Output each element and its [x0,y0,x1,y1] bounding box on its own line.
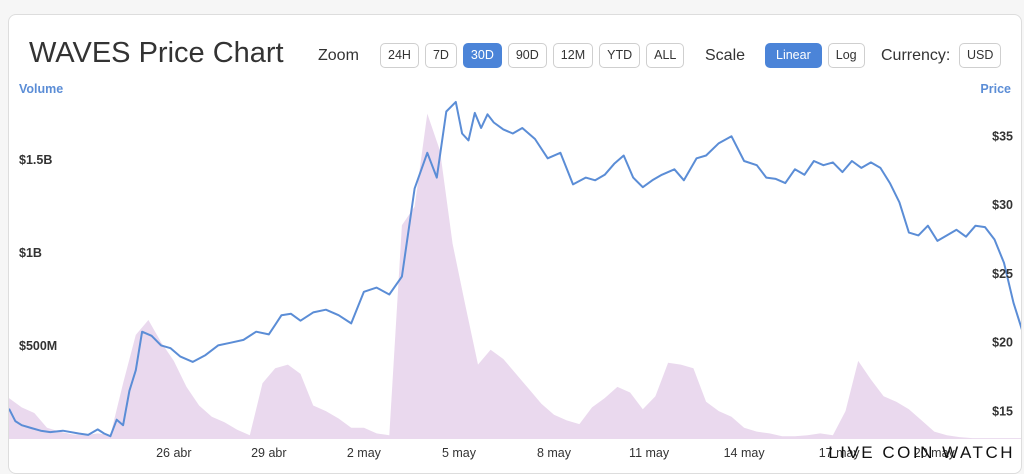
date-tick-label: 8 may [537,446,572,460]
zoom-12m-button[interactable]: 12M [552,43,594,68]
price-volume-chart: $500M $1B $1.5B $15 $20 $25 $30 $35 26 abr 29 a… [9,100,1021,460]
chart-title: WAVES Price Chart [29,37,284,69]
volume-tick-label: $1B [19,246,42,260]
scale-log-button[interactable]: Log [827,43,865,68]
price-axis-ticks: $15 $20 $25 $30 $35 [992,129,1013,418]
zoom-7d-button[interactable]: 7D [424,43,457,68]
price-tick-label: $30 [992,198,1013,212]
live-coin-watch-logo: LIVE COIN WATCH [828,443,1015,462]
scale-linear-button[interactable]: Linear [765,43,822,68]
currency-group: USD [959,43,1002,68]
volume-area [9,113,1021,439]
date-tick-label: 11 may [629,446,670,460]
date-tick-label: 5 may [442,446,477,460]
zoom-button-group: 24H 7D 30D 90D 12M YTD ALL [380,43,685,68]
date-axis-ticks: 26 abr 29 abr 2 may 5 may 8 may 11 may 14 may 1… [156,446,955,460]
volume-tick-label: $1.5B [19,153,52,167]
zoom-30d-button[interactable]: 30D [462,43,502,68]
zoom-label: Zoom [318,47,359,64]
volume-area-layer [9,113,1021,439]
zoom-24h-button[interactable]: 24H [380,43,419,68]
zoom-ytd-button[interactable]: YTD [599,43,641,68]
currency-select-button[interactable]: USD [959,43,1002,68]
price-tick-label: $20 [992,336,1013,350]
date-tick-label: 29 abr [251,446,286,460]
price-tick-label: $15 [992,405,1013,419]
price-axis-title: Price [980,82,1011,96]
price-chart-card: WAVES Price Chart Zoom 24H 7D 30D 90D 12… [8,14,1022,474]
date-tick-label: 17 may [819,446,861,460]
zoom-90d-button[interactable]: 90D [507,43,547,68]
zoom-all-button[interactable]: ALL [646,43,685,68]
price-tick-label: $25 [992,267,1013,281]
volume-axis-ticks: $500M $1B $1.5B [19,153,57,353]
price-tick-label: $35 [992,129,1013,143]
date-tick-label: 14 may [724,446,766,460]
date-tick-label: 20 may [914,446,956,460]
price-line [9,100,1021,438]
currency-label: Currency: [881,47,951,64]
volume-tick-label: $500M [19,339,57,353]
date-tick-label: 2 may [347,446,382,460]
date-tick-label: 26 abr [156,446,191,460]
scale-button-group: Linear Log [765,43,865,68]
price-line-layer [9,100,1021,438]
volume-axis-title: Volume [19,82,64,96]
scale-label: Scale [705,47,746,64]
